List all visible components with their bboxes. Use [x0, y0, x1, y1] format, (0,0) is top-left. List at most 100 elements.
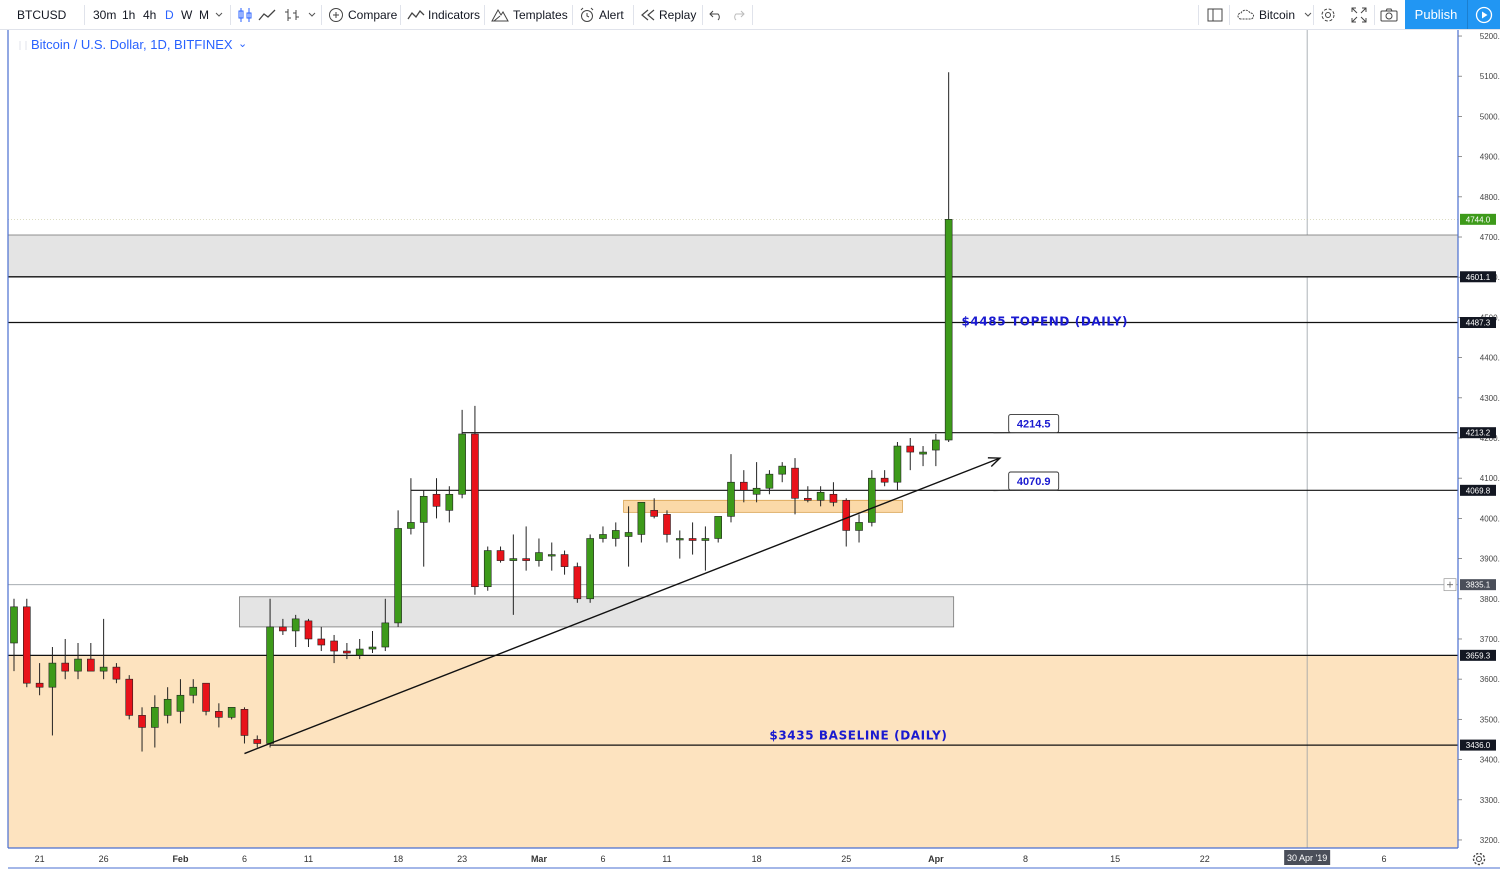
price-tick-label: 4900.0	[1480, 153, 1500, 162]
time-tick-label: Mar	[531, 854, 548, 864]
templates-icon	[491, 8, 509, 22]
symbol-search[interactable]: BTCUSD	[17, 0, 66, 30]
indicators-label: Indicators	[428, 8, 481, 22]
chart-style-button[interactable]	[237, 0, 253, 30]
undo-icon	[709, 10, 720, 21]
interval-label: 4h	[143, 8, 157, 22]
candle-body	[471, 433, 479, 588]
support-zone	[239, 596, 955, 628]
interval-4h[interactable]: 4h	[143, 0, 156, 30]
interval-dropdown[interactable]	[215, 0, 223, 30]
alarm-clock-icon	[580, 7, 594, 22]
price-tick-label: 4000.0	[1480, 514, 1500, 523]
candle-body	[944, 219, 953, 441]
divider	[1374, 5, 1375, 25]
time-tick-label: 15	[1110, 854, 1120, 864]
candle-body	[496, 550, 505, 561]
indicators-button[interactable]: Indicators	[407, 0, 480, 30]
zones-layer	[7, 234, 1459, 628]
alert-button[interactable]: Alert	[579, 0, 624, 30]
bar-style-button[interactable]	[284, 0, 300, 30]
price-tick-label: 4700.0	[1480, 233, 1500, 242]
left-margin	[0, 30, 8, 870]
compare-button[interactable]: Compare	[328, 0, 397, 30]
candle-body	[330, 640, 338, 652]
candles-layer	[10, 72, 953, 752]
templates-button[interactable]: Templates	[491, 0, 568, 30]
undo-button[interactable]	[709, 0, 723, 30]
level-price-label: 4601.1	[1466, 273, 1491, 282]
interval-d[interactable]: D	[165, 0, 174, 30]
trendline	[244, 457, 1001, 755]
candle-body	[163, 698, 172, 716]
chart-title[interactable]: Bitcoin / U.S. Dollar, 1D, BITFINEX	[31, 37, 233, 52]
last-price-label: 4744.0	[1466, 215, 1491, 224]
interval-w[interactable]: W	[181, 0, 192, 30]
interval-1h[interactable]: 1h	[122, 0, 135, 30]
candle-body	[189, 686, 198, 696]
price-tick-label: 3300.0	[1480, 796, 1500, 805]
candle-body	[842, 499, 851, 531]
time-tick-label: 18	[752, 854, 762, 864]
candle-body	[419, 495, 428, 523]
snapshot-button[interactable]	[1380, 0, 1398, 30]
candle-body	[637, 502, 646, 535]
candle-body	[573, 566, 582, 600]
levels-layer	[8, 276, 1458, 746]
replay-button[interactable]: Replay	[641, 0, 696, 30]
layout-name-menu[interactable]: Bitcoin	[1236, 0, 1312, 30]
candle-body	[522, 558, 530, 561]
camera-icon	[1380, 8, 1398, 22]
indicators-icon	[407, 9, 425, 20]
gear-icon	[1321, 8, 1335, 22]
layout-button[interactable]	[1207, 0, 1223, 30]
interval-label: 30m	[93, 8, 117, 22]
candle-body	[87, 658, 95, 672]
level-price-tag	[1460, 427, 1496, 439]
style-dropdown[interactable]	[308, 0, 316, 30]
candle-body	[343, 650, 351, 654]
level-price-tag	[1460, 317, 1496, 329]
candle-body	[663, 514, 671, 535]
level-price-tag	[1460, 649, 1496, 661]
divider	[572, 5, 573, 25]
candle-body	[445, 493, 454, 511]
redo-button[interactable]	[731, 0, 745, 30]
line-tool-button[interactable]	[258, 0, 276, 30]
candle-body	[151, 707, 159, 728]
price-tick-label: 4800.0	[1480, 193, 1500, 202]
trendline-layer[interactable]	[244, 457, 1002, 755]
fullscreen-button[interactable]	[1351, 0, 1367, 30]
candle-body	[23, 606, 31, 684]
candle-body	[509, 558, 518, 561]
redo-icon	[734, 10, 745, 21]
publish-button[interactable]: Publish	[1405, 0, 1467, 29]
candle-body	[407, 522, 415, 529]
candle-body	[317, 638, 326, 646]
divider	[230, 5, 231, 25]
divider	[702, 5, 703, 25]
candles-icon	[238, 8, 252, 22]
axis-settings-button[interactable]	[1472, 852, 1486, 866]
interval-30m[interactable]: 30m	[93, 0, 116, 30]
candle-body	[880, 477, 889, 483]
candle-body	[804, 497, 812, 501]
settings-button[interactable]	[1320, 0, 1336, 30]
price-tick-label: 3900.0	[1480, 555, 1500, 564]
candle-body	[394, 528, 402, 624]
interval-m[interactable]: M	[199, 0, 209, 30]
candle-body	[586, 538, 594, 600]
live-stream-button[interactable]	[1467, 0, 1500, 29]
callout-label: 4214.5	[1017, 419, 1051, 431]
divider	[1313, 5, 1314, 25]
layout-name-label: Bitcoin	[1259, 8, 1296, 22]
candle-body	[176, 694, 185, 712]
candle-body	[202, 682, 210, 712]
price-chart[interactable]: $4485 TOPEND (DAILY) $3435 BASELINE (DAIL…	[0, 30, 1500, 870]
title-dropdown-icon[interactable]: ⌄	[238, 38, 248, 50]
candle-body	[893, 445, 902, 483]
candle-body	[483, 550, 492, 588]
callout-box	[1008, 471, 1060, 491]
chevron-down-icon	[215, 12, 223, 17]
baseline-zone-layer	[8, 655, 1458, 848]
